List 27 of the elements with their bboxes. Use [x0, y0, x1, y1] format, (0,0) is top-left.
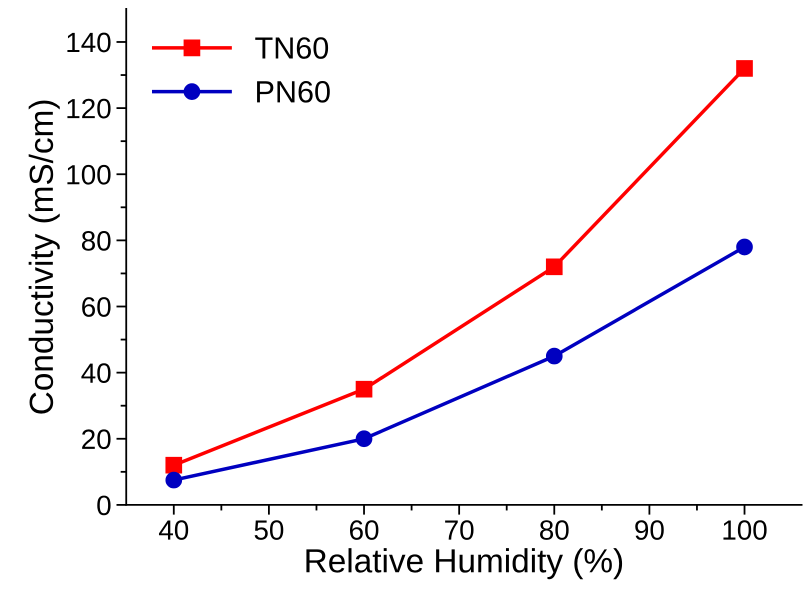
point	[165, 472, 182, 488]
y-tick-label: 0	[97, 496, 111, 516]
point	[736, 60, 753, 77]
x-axis-title: Relative Humidity (%)	[306, 548, 622, 580]
point	[736, 238, 753, 256]
x-tick-label: 60	[350, 520, 378, 540]
y-tick-label: 60	[82, 297, 111, 317]
x-tick-label: 40	[158, 520, 188, 540]
y-tick-label: 40	[81, 363, 111, 383]
legend-label: PN60	[257, 80, 330, 103]
point	[546, 348, 563, 364]
legend-label: TN60	[255, 37, 328, 59]
y-axis-title: Conductivity (mS/cm)	[28, 100, 60, 414]
point	[356, 430, 372, 448]
x-tick-label: 100	[723, 520, 767, 540]
point	[356, 380, 372, 398]
y-tick-label: 100	[67, 164, 111, 185]
y-tick-label: 80	[82, 231, 111, 251]
x-tick-label: 70	[445, 520, 474, 540]
x-tick-label: 50	[254, 520, 284, 540]
x-tick-label: 80	[540, 520, 569, 540]
y-tick-label: 20	[82, 429, 111, 450]
point	[165, 456, 182, 474]
x-tick-label: 90	[635, 520, 664, 540]
y-tick-label: 120	[67, 98, 111, 118]
y-tick-label: 140	[67, 32, 111, 52]
point	[546, 258, 563, 276]
